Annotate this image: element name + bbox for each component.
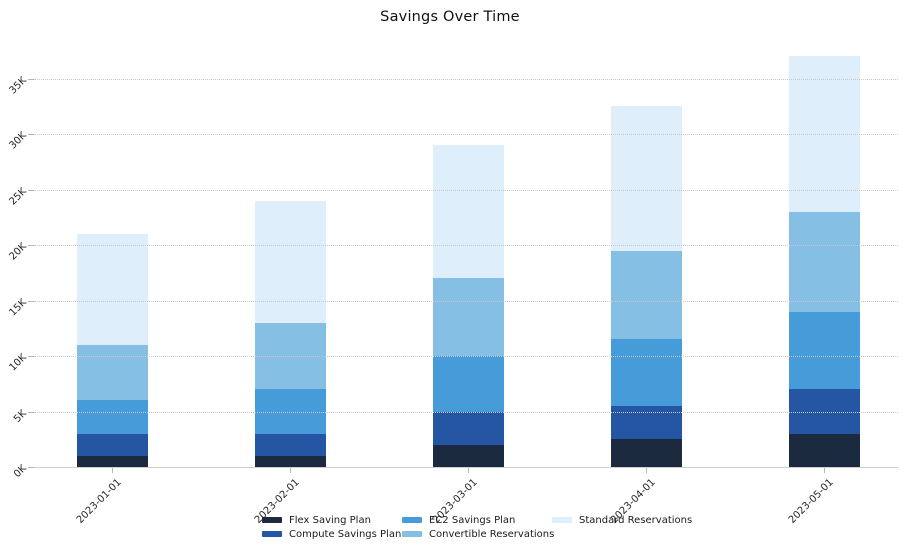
bar-segment xyxy=(610,106,682,251)
legend-label: Compute Savings Plan xyxy=(289,528,402,540)
y-tick-label: 35K xyxy=(7,74,29,97)
legend-swatch xyxy=(262,517,282,523)
legend-column: EC2 Savings Plan Convertible Reservations xyxy=(402,513,554,541)
gridline xyxy=(34,78,898,80)
plot-area: 2023-01-01 2023-02-01 2023-03-01 2023-04-01… xyxy=(7,50,898,526)
bar-segment xyxy=(788,211,860,312)
y-tick-mark xyxy=(28,245,34,246)
y-tick-label: 15K xyxy=(7,296,29,319)
y-tick-mark xyxy=(28,411,34,413)
gridline xyxy=(34,356,898,357)
y-tick-mark xyxy=(28,467,34,468)
legend-item: Standard Reservations xyxy=(552,513,692,527)
y-tick-label: 5K xyxy=(11,407,29,425)
bar-segment xyxy=(788,433,860,467)
y-tick-label: 20K xyxy=(7,241,29,263)
bar-segment xyxy=(432,444,504,467)
bar-segment xyxy=(254,433,326,456)
legend-label: Convertible Reservations xyxy=(429,528,555,540)
bar-group xyxy=(610,106,682,467)
legend-column: Standard Reservations xyxy=(552,513,692,527)
x-tick-mark xyxy=(290,468,291,473)
gridline xyxy=(34,300,898,302)
legend-item: Flex Saving Plan xyxy=(262,513,401,527)
bar-segment xyxy=(610,250,682,340)
legend-item: Compute Savings Plan xyxy=(262,527,401,541)
chart-title: Savings Over Time xyxy=(380,9,520,25)
legend-item: Convertible Reservations xyxy=(402,527,554,541)
bar-segment xyxy=(432,278,504,357)
x-tick-mark xyxy=(824,468,825,473)
legend-swatch xyxy=(402,517,422,523)
bar-segment xyxy=(610,339,682,406)
legend-label: Standard Reservations xyxy=(579,514,693,526)
y-tick-mark xyxy=(28,78,34,80)
bar-segment xyxy=(76,400,148,434)
bar-group xyxy=(76,233,148,467)
bar-group xyxy=(432,145,504,467)
y-tick-label: 25K xyxy=(7,185,29,208)
y-tick-mark xyxy=(28,356,34,357)
legend-swatch xyxy=(262,531,282,537)
legend-column: Flex Saving Plan Compute Savings Plan xyxy=(262,513,401,541)
legend-item: EC2 Savings Plan xyxy=(402,513,554,527)
y-tick-label: 0K xyxy=(11,463,29,481)
legend-swatch xyxy=(402,531,422,537)
y-tick-label: 30K xyxy=(7,130,29,152)
bar-segment xyxy=(76,433,148,456)
y-tick-mark xyxy=(28,189,34,191)
legend: Flex Saving Plan Compute Savings Plan EC2 … xyxy=(0,513,900,547)
x-axis-line xyxy=(34,467,898,468)
bar-segment xyxy=(76,233,148,345)
bar-segment xyxy=(432,356,504,412)
legend-swatch xyxy=(552,517,572,523)
y-tick-label: 10K xyxy=(7,352,29,374)
bar-segment xyxy=(254,200,326,323)
legend-label: EC2 Savings Plan xyxy=(429,514,516,526)
bar-segment xyxy=(76,344,148,401)
bar-segment xyxy=(610,439,682,467)
bar-group xyxy=(788,56,860,467)
bar-segment xyxy=(76,455,148,467)
y-tick-mark xyxy=(28,300,34,302)
gridline xyxy=(34,189,898,191)
gridline xyxy=(34,245,898,246)
x-tick-mark xyxy=(468,468,469,473)
legend-label: Flex Saving Plan xyxy=(289,514,371,526)
bar-group xyxy=(254,200,326,467)
bar-segment xyxy=(254,455,326,467)
x-tick-mark xyxy=(112,468,113,473)
x-tick-mark xyxy=(646,468,647,473)
gridline xyxy=(34,134,898,136)
gridline xyxy=(34,411,898,413)
bar-segment xyxy=(432,411,504,445)
y-tick-mark xyxy=(28,134,34,136)
bar-segment xyxy=(432,145,504,279)
bar-segment xyxy=(788,311,860,390)
